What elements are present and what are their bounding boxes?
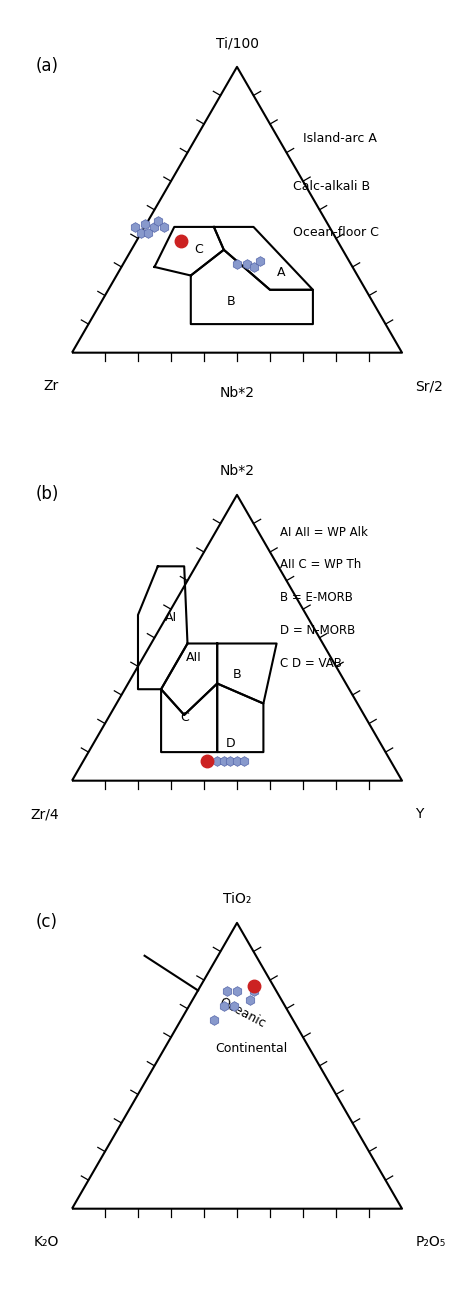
Text: Ti/100: Ti/100: [216, 36, 258, 51]
Text: TiO₂: TiO₂: [223, 892, 251, 907]
Text: Sr/2: Sr/2: [415, 379, 443, 393]
Text: Nb*2: Nb*2: [219, 385, 255, 399]
Text: Island-arc A: Island-arc A: [303, 132, 377, 145]
Text: Nb*2: Nb*2: [219, 464, 255, 479]
Text: C: C: [194, 244, 203, 257]
Text: Continental: Continental: [216, 1041, 288, 1056]
Text: K₂O: K₂O: [33, 1235, 59, 1249]
Text: Oceanic: Oceanic: [217, 995, 267, 1031]
Text: C D = VAB: C D = VAB: [280, 658, 342, 671]
Text: (c): (c): [36, 913, 58, 931]
Text: AI AII = WP Alk: AI AII = WP Alk: [280, 525, 368, 538]
Text: AII: AII: [186, 651, 202, 664]
Text: D: D: [226, 737, 235, 750]
Text: (a): (a): [36, 57, 59, 75]
Text: Zr/4: Zr/4: [30, 807, 59, 821]
Text: P₂O₅: P₂O₅: [415, 1235, 446, 1249]
Text: Ocean-floor C: Ocean-floor C: [293, 226, 379, 239]
Text: A: A: [277, 266, 285, 279]
Text: B: B: [233, 668, 241, 681]
Text: Y: Y: [415, 807, 424, 821]
Text: Zr: Zr: [44, 379, 59, 393]
Text: B: B: [227, 294, 236, 307]
Text: Calc-alkali B: Calc-alkali B: [293, 180, 370, 193]
Text: B = E-MORB: B = E-MORB: [280, 591, 353, 604]
Text: AII C = WP Th: AII C = WP Th: [280, 559, 361, 572]
Text: (b): (b): [36, 485, 59, 503]
Text: D = N-MORB: D = N-MORB: [280, 624, 355, 637]
Text: C: C: [180, 711, 189, 724]
Text: AI: AI: [165, 611, 177, 624]
